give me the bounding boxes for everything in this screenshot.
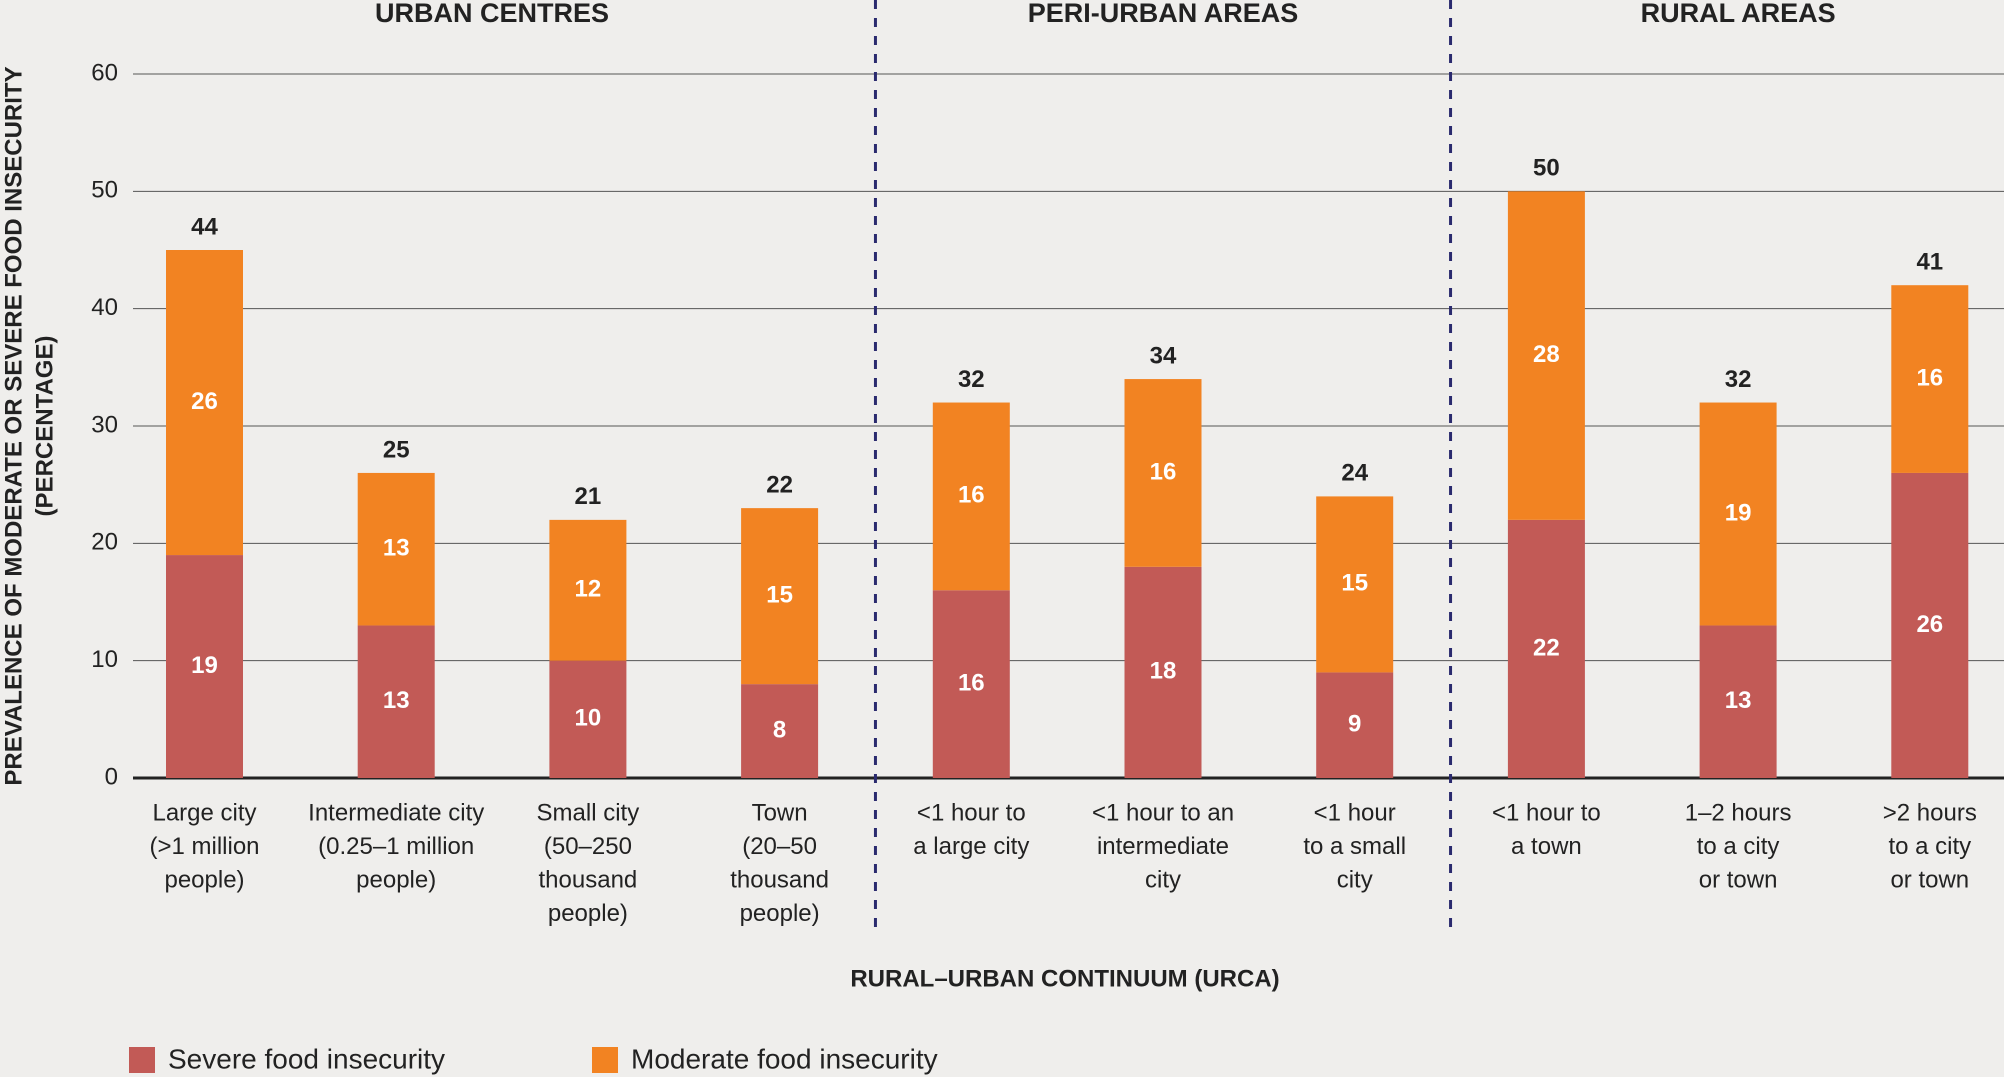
value-label: 19 xyxy=(1725,499,1752,526)
total-label: 44 xyxy=(191,213,218,240)
bar-segment xyxy=(166,555,243,778)
x-tick-label: city xyxy=(1145,866,1181,893)
value-label: 8 xyxy=(773,716,786,743)
x-tick-label: (50–250 xyxy=(544,833,632,860)
value-label: 13 xyxy=(383,687,410,714)
group-title: URBAN CENTRES xyxy=(375,0,609,28)
value-label: 13 xyxy=(383,535,410,562)
x-tick-label: a large city xyxy=(913,833,1029,860)
x-tick-label: 1–2 hours xyxy=(1685,799,1792,826)
value-label: 15 xyxy=(766,581,793,608)
y-tick-label: 0 xyxy=(105,763,118,790)
value-label: 19 xyxy=(191,652,218,679)
y-tick-label: 50 xyxy=(91,177,118,204)
value-label: 9 xyxy=(1348,711,1361,738)
group-title: PERI-URBAN AREAS xyxy=(1028,0,1299,28)
x-tick-label: (0.25–1 million xyxy=(318,833,474,860)
value-label: 15 xyxy=(1341,570,1368,597)
x-tick-label: (>1 million xyxy=(149,833,259,860)
bar-segment xyxy=(741,508,819,685)
total-label: 24 xyxy=(1341,460,1368,487)
value-label: 22 xyxy=(1533,634,1560,661)
legend-label: Severe food insecurity xyxy=(168,1043,445,1074)
bar-segment xyxy=(1124,379,1202,567)
x-tick-label: people) xyxy=(548,900,628,927)
total-label: 22 xyxy=(766,471,793,498)
x-tick-label: city xyxy=(1337,866,1373,893)
x-tick-label: to a city xyxy=(1697,833,1780,860)
x-axis-title: RURAL–URBAN CONTINUUM (URCA) xyxy=(850,965,1279,992)
group-title: RURAL AREAS xyxy=(1641,0,1836,28)
x-tick-label: people) xyxy=(164,866,244,893)
value-label: 26 xyxy=(191,388,218,415)
bar-segment xyxy=(1316,672,1394,778)
y-tick-label: 40 xyxy=(91,294,118,321)
total-label: 41 xyxy=(1916,249,1943,276)
value-label: 26 xyxy=(1916,611,1943,638)
bar-segment xyxy=(1699,625,1777,778)
legend-label: Moderate food insecurity xyxy=(631,1043,938,1074)
bar-segment xyxy=(932,402,1010,591)
x-tick-label: (20–50 xyxy=(742,833,817,860)
bar-segment xyxy=(1124,566,1202,778)
value-label: 16 xyxy=(958,482,985,509)
x-tick-label: <1 hour to an xyxy=(1092,799,1234,826)
value-label: 16 xyxy=(958,669,985,696)
x-tick-label: thousand xyxy=(539,866,638,893)
total-label: 25 xyxy=(383,436,410,463)
bar-segment xyxy=(741,684,819,778)
y-tick-label: 60 xyxy=(91,59,118,86)
bar-segment xyxy=(549,519,627,661)
legend-swatch xyxy=(592,1047,618,1073)
total-label: 32 xyxy=(1725,366,1752,393)
value-label: 18 xyxy=(1150,658,1177,685)
y-axis-title: (PERCENTAGE) xyxy=(31,336,58,517)
y-tick-label: 20 xyxy=(91,529,118,556)
x-tick-label: thousand xyxy=(730,866,829,893)
value-label: 16 xyxy=(1150,458,1177,485)
value-label: 28 xyxy=(1533,341,1560,368)
value-label: 10 xyxy=(575,705,602,732)
y-tick-label: 10 xyxy=(91,646,118,673)
x-tick-label: <1 hour xyxy=(1314,799,1396,826)
bar-segment xyxy=(1316,496,1394,673)
x-tick-label: people) xyxy=(740,900,820,927)
x-tick-label: Small city xyxy=(537,799,640,826)
bar-segment xyxy=(1891,472,1969,778)
x-tick-label: Intermediate city xyxy=(308,799,484,826)
x-tick-label: >2 hours xyxy=(1883,799,1977,826)
bar-segment xyxy=(1507,191,1585,520)
total-label: 50 xyxy=(1533,155,1560,182)
x-tick-label: Large city xyxy=(152,799,256,826)
bar-segment xyxy=(932,590,1010,778)
bar-segment xyxy=(166,250,243,556)
value-label: 13 xyxy=(1725,687,1752,714)
x-tick-label: to a small xyxy=(1303,833,1406,860)
x-tick-label: or town xyxy=(1890,866,1969,893)
total-label: 32 xyxy=(958,366,985,393)
bar-segment xyxy=(1507,519,1585,778)
y-tick-label: 30 xyxy=(91,411,118,438)
x-tick-label: <1 hour to xyxy=(917,799,1026,826)
bar-segment xyxy=(549,660,627,778)
x-tick-label: to a city xyxy=(1888,833,1971,860)
value-label: 16 xyxy=(1916,364,1943,391)
x-tick-label: or town xyxy=(1699,866,1778,893)
x-tick-label: a town xyxy=(1511,833,1582,860)
x-tick-label: <1 hour to xyxy=(1492,799,1601,826)
x-tick-label: Town xyxy=(752,799,808,826)
bar-segment xyxy=(1699,402,1777,626)
legend-swatch xyxy=(129,1047,155,1073)
value-label: 12 xyxy=(575,576,602,603)
bar-segment xyxy=(1891,285,1969,473)
total-label: 21 xyxy=(575,483,602,510)
y-axis-title: PREVALENCE OF MODERATE OR SEVERE FOOD IN… xyxy=(0,66,27,785)
x-tick-label: people) xyxy=(356,866,436,893)
bar-segment xyxy=(357,472,435,626)
bar-segment xyxy=(357,625,435,778)
x-tick-label: intermediate xyxy=(1097,833,1229,860)
total-label: 34 xyxy=(1150,342,1177,369)
